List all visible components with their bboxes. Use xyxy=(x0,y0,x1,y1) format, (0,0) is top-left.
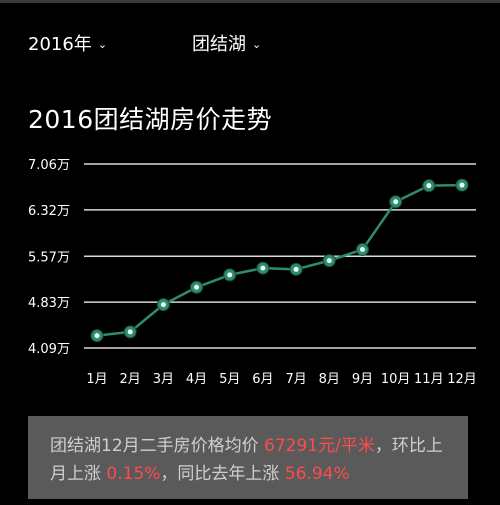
x-tick-label: 10月 xyxy=(381,372,411,387)
area-dropdown[interactable]: 团结湖 ⌄ xyxy=(192,30,261,56)
top-divider xyxy=(0,0,500,3)
x-tick-label: 6月 xyxy=(252,372,273,387)
summary-mom-change: 0.15% xyxy=(106,464,161,484)
x-tick-label: 7月 xyxy=(285,372,306,387)
series-line xyxy=(96,183,463,337)
summary-average-price: 67291元/平米 xyxy=(264,436,375,456)
year-dropdown[interactable]: 2016年 ⌄ xyxy=(28,30,107,56)
x-tick-label: 8月 xyxy=(319,372,340,387)
y-tick-label: 7.06万 xyxy=(28,158,70,173)
y-tick-label: 4.83万 xyxy=(28,296,70,311)
data-point-center xyxy=(459,182,465,188)
summary-yoy-change: 56.94% xyxy=(284,464,350,484)
summary-text-1: 团结湖12月二手房价格均价 xyxy=(50,436,265,456)
year-dropdown-label: 2016年 xyxy=(28,34,92,55)
data-point-center xyxy=(127,329,133,335)
price-trend-chart: 7.06万 6.32万 5.57万 4.83万 4.09万 1月 2月 3月 4月 5月 6月 7月 8… xyxy=(28,158,477,387)
data-point-center xyxy=(326,258,332,264)
chevron-down-icon: ⌄ xyxy=(252,37,262,51)
summary-text-3: ，同比去年上涨 xyxy=(160,464,285,484)
price-summary: 团结湖12月二手房价格均价 67291元/平米，环比上月上涨 0.15%，同比去… xyxy=(28,416,468,499)
data-point-center xyxy=(194,284,200,290)
x-tick-label: 3月 xyxy=(153,372,174,387)
data-point-center xyxy=(160,302,166,308)
x-tick-label: 2月 xyxy=(120,372,141,387)
x-tick-label: 1月 xyxy=(86,372,107,387)
y-tick-label: 6.32万 xyxy=(28,204,70,219)
data-point-center xyxy=(393,199,399,205)
x-tick-label: 11月 xyxy=(414,372,444,387)
x-tick-label: 12月 xyxy=(447,372,477,387)
data-point-center xyxy=(426,183,432,189)
page-title: 2016团结湖房价走势 xyxy=(28,105,273,134)
x-tick-label: 5月 xyxy=(219,372,240,387)
y-tick-label: 5.57万 xyxy=(28,250,70,265)
data-point-center xyxy=(227,272,233,278)
area-dropdown-label: 团结湖 xyxy=(192,34,246,55)
data-point-center xyxy=(260,265,266,271)
data-point-center xyxy=(94,333,100,339)
chevron-down-icon: ⌄ xyxy=(97,37,108,51)
y-tick-label: 4.09万 xyxy=(28,342,70,357)
x-tick-label: 9月 xyxy=(352,372,373,387)
data-point-center xyxy=(359,246,365,252)
summary-text-2: ，环比上月上涨 xyxy=(50,436,443,484)
x-tick-label: 4月 xyxy=(186,372,207,387)
data-point-center xyxy=(293,266,299,272)
